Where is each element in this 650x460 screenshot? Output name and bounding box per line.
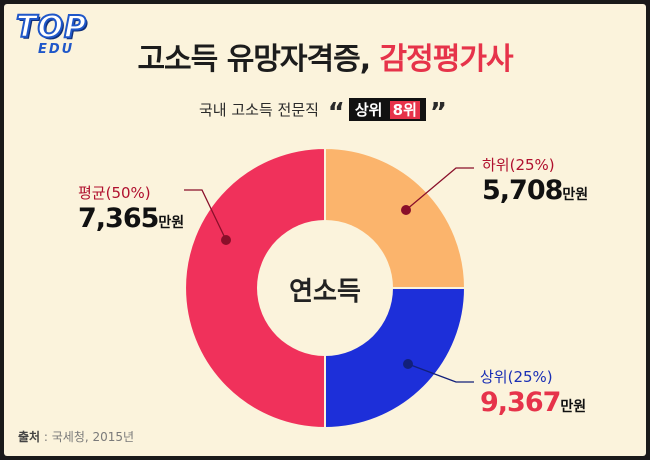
source-label: 출처	[18, 430, 41, 444]
donut-hole	[257, 220, 393, 356]
rank-badge-label: 상위	[354, 101, 383, 119]
slice-category-high: 상위(25%)	[480, 368, 553, 386]
slice-value-avg: 7,365	[78, 203, 159, 234]
slice-category-avg: 평균(50%)	[78, 184, 151, 202]
leader-line-avg	[184, 189, 227, 241]
title-accent: 감정평가사	[379, 42, 514, 77]
slice-value-high: 9,367	[480, 387, 561, 418]
subtitle: 국내 고소득 전문직 “상위 8위”	[4, 98, 646, 128]
open-quote: “	[327, 98, 345, 128]
source-note: 출처 : 국세청, 2015년	[18, 428, 134, 445]
slice-unit-high: 만원	[560, 399, 587, 415]
topedu-logo: TOP EDU	[15, 9, 96, 60]
leader-line-high	[407, 363, 474, 383]
leader-line-low	[405, 167, 474, 211]
title-main: 고소득 유망자격증,	[137, 42, 380, 77]
infographic-card: TOP EDU 고소득 유망자격증, 감정평가사 국내 고소득 전문직 “상위 …	[4, 4, 646, 456]
page-title: 고소득 유망자격증, 감정평가사	[4, 34, 646, 78]
slice-label-high: 상위(25%) 9,367만원	[480, 366, 586, 418]
slice-category-low: 하위(25%)	[482, 156, 555, 174]
rank-badge: 상위 8위	[348, 98, 426, 121]
leader-dot-low	[401, 205, 411, 215]
rank-badge-number: 8위	[389, 101, 420, 119]
slice-label-low: 하위(25%) 5,708만원	[482, 154, 588, 206]
leader-dot-high	[403, 359, 413, 369]
slice-unit-avg: 만원	[158, 215, 185, 231]
logo-top-text: TOP	[15, 9, 87, 46]
slice-avg	[184, 146, 326, 430]
leader-dot-avg	[221, 235, 231, 245]
donut-chart: 연소득	[184, 146, 474, 430]
center-label: 연소득	[289, 277, 361, 307]
subtitle-prefix: 국내 고소득 전문직	[199, 101, 319, 119]
source-text: : 국세청, 2015년	[40, 430, 135, 444]
logo-edu-text: EDU	[38, 42, 75, 57]
close-quote: ”	[429, 98, 447, 128]
slice-unit-low: 만원	[562, 187, 589, 203]
slice-label-avg: 평균(50%) 7,365만원	[78, 182, 184, 234]
slice-value-low: 5,708	[482, 175, 563, 206]
